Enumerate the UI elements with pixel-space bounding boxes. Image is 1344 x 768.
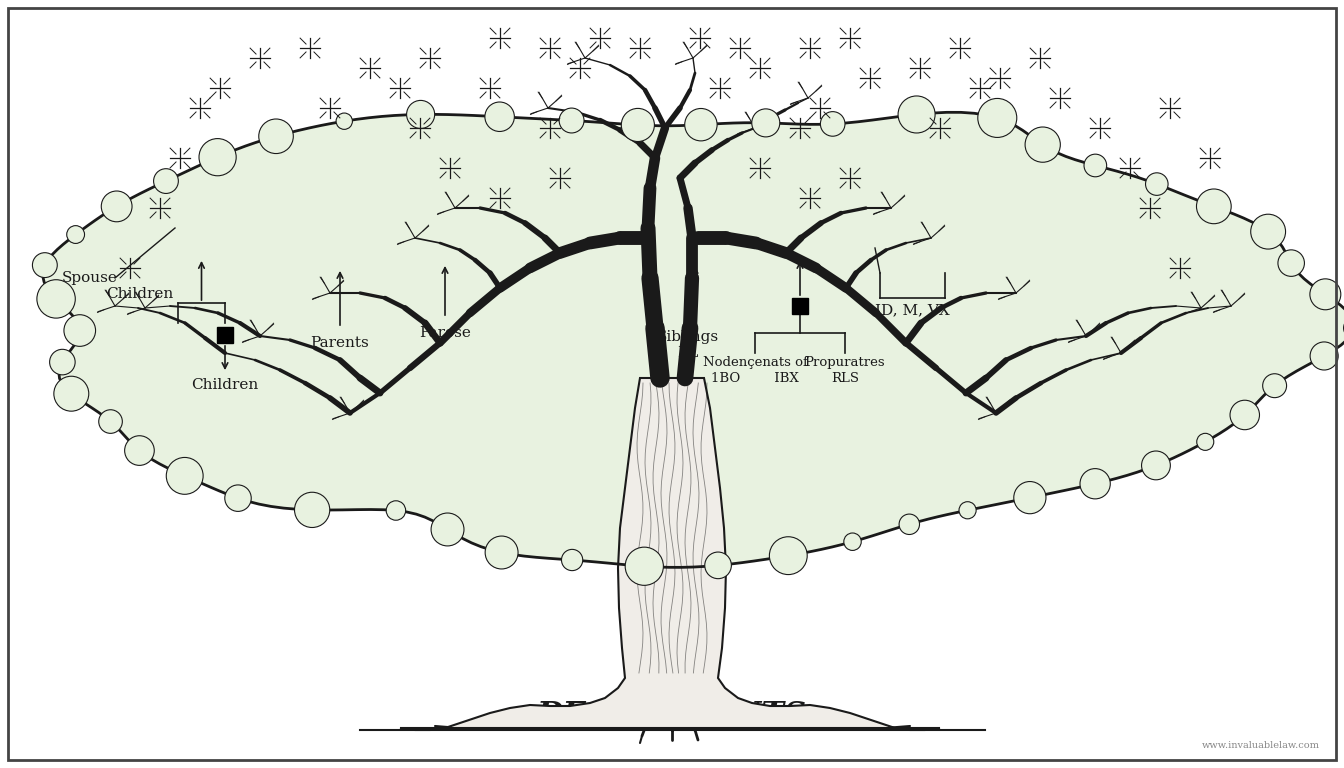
Text: Nodençenats of
1BO        IBX: Nodençenats of 1BO IBX [703, 356, 808, 385]
Circle shape [67, 226, 85, 243]
Circle shape [1025, 127, 1060, 162]
Circle shape [386, 501, 406, 520]
Circle shape [1230, 400, 1259, 430]
Circle shape [1262, 374, 1286, 398]
Circle shape [704, 552, 731, 578]
Circle shape [820, 111, 845, 136]
Circle shape [336, 113, 352, 129]
Polygon shape [401, 378, 939, 730]
Circle shape [1145, 173, 1168, 195]
Circle shape [1310, 279, 1341, 310]
Circle shape [1310, 342, 1339, 370]
Circle shape [199, 138, 237, 176]
Text: ĐESCENDANTS: ĐESCENDANTS [538, 700, 806, 731]
Circle shape [485, 536, 517, 569]
Circle shape [224, 485, 251, 511]
Circle shape [562, 549, 583, 571]
Circle shape [153, 169, 179, 194]
Circle shape [978, 98, 1017, 137]
Circle shape [751, 109, 780, 137]
Circle shape [125, 435, 155, 465]
Circle shape [1141, 451, 1171, 480]
Circle shape [1278, 250, 1305, 276]
Circle shape [898, 96, 935, 133]
Text: www.invaluablelaw.com: www.invaluablelaw.com [1202, 741, 1320, 750]
Text: Children: Children [191, 378, 258, 392]
Circle shape [485, 102, 515, 131]
Circle shape [1085, 154, 1106, 177]
Polygon shape [43, 112, 1344, 568]
Text: Propuratres
RLS: Propuratres RLS [805, 356, 886, 385]
Circle shape [32, 253, 58, 277]
Circle shape [65, 315, 95, 346]
Circle shape [98, 410, 122, 433]
Circle shape [101, 191, 132, 222]
Circle shape [167, 458, 203, 495]
Circle shape [431, 513, 464, 546]
Circle shape [36, 280, 75, 318]
Circle shape [625, 547, 664, 585]
Circle shape [621, 108, 655, 141]
Bar [216, 327, 233, 343]
Circle shape [1013, 482, 1046, 514]
Circle shape [1081, 468, 1110, 499]
Circle shape [1251, 214, 1286, 249]
Text: Siblings
BL: Siblings BL [657, 330, 719, 360]
Circle shape [559, 108, 585, 133]
Text: ID, M, VX: ID, M, VX [875, 303, 949, 317]
Text: Parose: Parose [419, 326, 470, 340]
Circle shape [294, 492, 329, 528]
Circle shape [769, 537, 808, 574]
Circle shape [960, 502, 976, 519]
Circle shape [844, 533, 862, 551]
Text: Children: Children [106, 287, 173, 301]
Text: Parents: Parents [310, 336, 370, 350]
Circle shape [259, 119, 293, 154]
Circle shape [407, 101, 434, 128]
Circle shape [899, 514, 919, 535]
Bar [792, 298, 808, 314]
Text: Spouse: Spouse [62, 271, 118, 285]
Circle shape [1196, 433, 1214, 450]
Circle shape [684, 108, 718, 141]
Circle shape [1196, 189, 1231, 223]
Circle shape [54, 376, 89, 411]
Circle shape [50, 349, 75, 375]
